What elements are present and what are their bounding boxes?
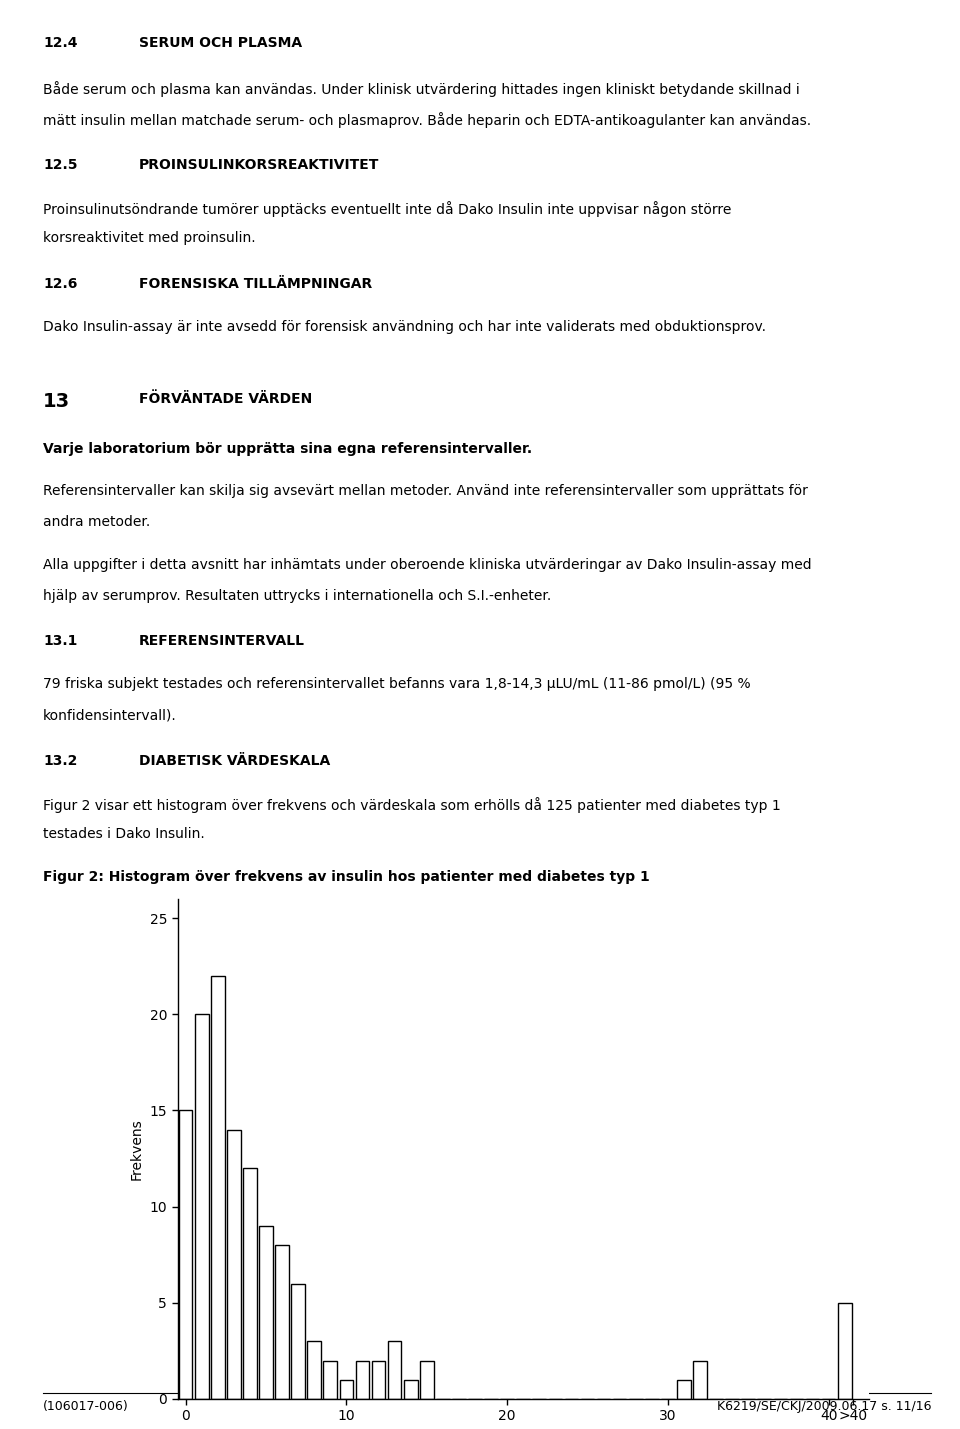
Bar bbox=[355, 1360, 370, 1399]
Text: Referensintervaller kan skilja sig avsevärt mellan metoder. Använd inte referens: Referensintervaller kan skilja sig avsev… bbox=[43, 484, 808, 499]
Bar bbox=[227, 1130, 241, 1399]
Bar bbox=[243, 1167, 256, 1399]
Text: 79 friska subjekt testades och referensintervallet befanns vara 1,8-14,3 μLU/mL : 79 friska subjekt testades och referensi… bbox=[43, 677, 751, 692]
Text: andra metoder.: andra metoder. bbox=[43, 516, 151, 529]
Text: hjälp av serumprov. Resultaten uttrycks i internationella och S.I.-enheter.: hjälp av serumprov. Resultaten uttrycks … bbox=[43, 589, 551, 603]
Bar bbox=[259, 1226, 273, 1399]
Text: FÖRVÄNTADE VÄRDEN: FÖRVÄNTADE VÄRDEN bbox=[139, 392, 312, 406]
Bar bbox=[307, 1342, 321, 1399]
Bar bbox=[404, 1380, 418, 1399]
Text: Figur 2: Histogram över frekvens av insulin hos patienter med diabetes typ 1: Figur 2: Histogram över frekvens av insu… bbox=[43, 870, 650, 885]
Bar bbox=[276, 1245, 289, 1399]
Text: Både serum och plasma kan användas. Under klinisk utvärdering hittades ingen kli: Både serum och plasma kan användas. Unde… bbox=[43, 81, 800, 97]
Text: korsreaktivitet med proinsulin.: korsreaktivitet med proinsulin. bbox=[43, 231, 255, 246]
Bar bbox=[388, 1342, 401, 1399]
Text: 12.6: 12.6 bbox=[43, 277, 78, 292]
Text: Proinsulinutsöndrande tumörer upptäcks eventuellt inte då Dako Insulin inte uppv: Proinsulinutsöndrande tumörer upptäcks e… bbox=[43, 201, 732, 217]
Text: konfidensintervall).: konfidensintervall). bbox=[43, 709, 177, 722]
Text: REFERENSINTERVALL: REFERENSINTERVALL bbox=[139, 634, 305, 649]
Text: mätt insulin mellan matchade serum- och plasmaprov. Både heparin och EDTA-antiko: mätt insulin mellan matchade serum- och … bbox=[43, 113, 811, 129]
Text: 12.5: 12.5 bbox=[43, 159, 78, 171]
Text: 13.1: 13.1 bbox=[43, 634, 78, 649]
Bar bbox=[179, 1110, 192, 1399]
Text: Alla uppgifter i detta avsnitt har inhämtats under oberoende kliniska utvärderin: Alla uppgifter i detta avsnitt har inhäm… bbox=[43, 559, 812, 572]
Bar bbox=[340, 1380, 353, 1399]
Bar bbox=[324, 1360, 337, 1399]
Text: Figur 2 visar ett histogram över frekvens och värdeskala som erhölls då 125 pati: Figur 2 visar ett histogram över frekven… bbox=[43, 797, 780, 813]
Text: 13.2: 13.2 bbox=[43, 755, 78, 767]
Text: 13: 13 bbox=[43, 392, 70, 410]
Bar bbox=[372, 1360, 385, 1399]
Bar bbox=[291, 1283, 305, 1399]
Bar bbox=[195, 1015, 208, 1399]
Bar bbox=[693, 1360, 707, 1399]
Text: FORENSISKA TILLÄMPNINGAR: FORENSISKA TILLÄMPNINGAR bbox=[139, 277, 372, 292]
Text: DIABETISK VÄRDESKALA: DIABETISK VÄRDESKALA bbox=[139, 755, 330, 767]
Bar bbox=[838, 1303, 852, 1399]
Y-axis label: Frekvens: Frekvens bbox=[130, 1117, 144, 1180]
Bar bbox=[420, 1360, 434, 1399]
Text: K6219/SE/CKJ/2009.06.17 s. 11/16: K6219/SE/CKJ/2009.06.17 s. 11/16 bbox=[717, 1400, 931, 1413]
Text: testades i Dako Insulin.: testades i Dako Insulin. bbox=[43, 827, 204, 842]
Bar bbox=[211, 976, 225, 1399]
Bar bbox=[677, 1380, 691, 1399]
Text: Dako Insulin-assay är inte avsedd för forensisk användning och har inte validera: Dako Insulin-assay är inte avsedd för fo… bbox=[43, 320, 766, 334]
Text: Varje laboratorium bör upprätta sina egna referensintervaller.: Varje laboratorium bör upprätta sina egn… bbox=[43, 442, 533, 456]
Text: 12.4: 12.4 bbox=[43, 36, 78, 50]
Text: PROINSULINKORSREAKTIVITET: PROINSULINKORSREAKTIVITET bbox=[139, 159, 379, 171]
Text: SERUM OCH PLASMA: SERUM OCH PLASMA bbox=[139, 36, 302, 50]
Text: (106017-006): (106017-006) bbox=[43, 1400, 129, 1413]
